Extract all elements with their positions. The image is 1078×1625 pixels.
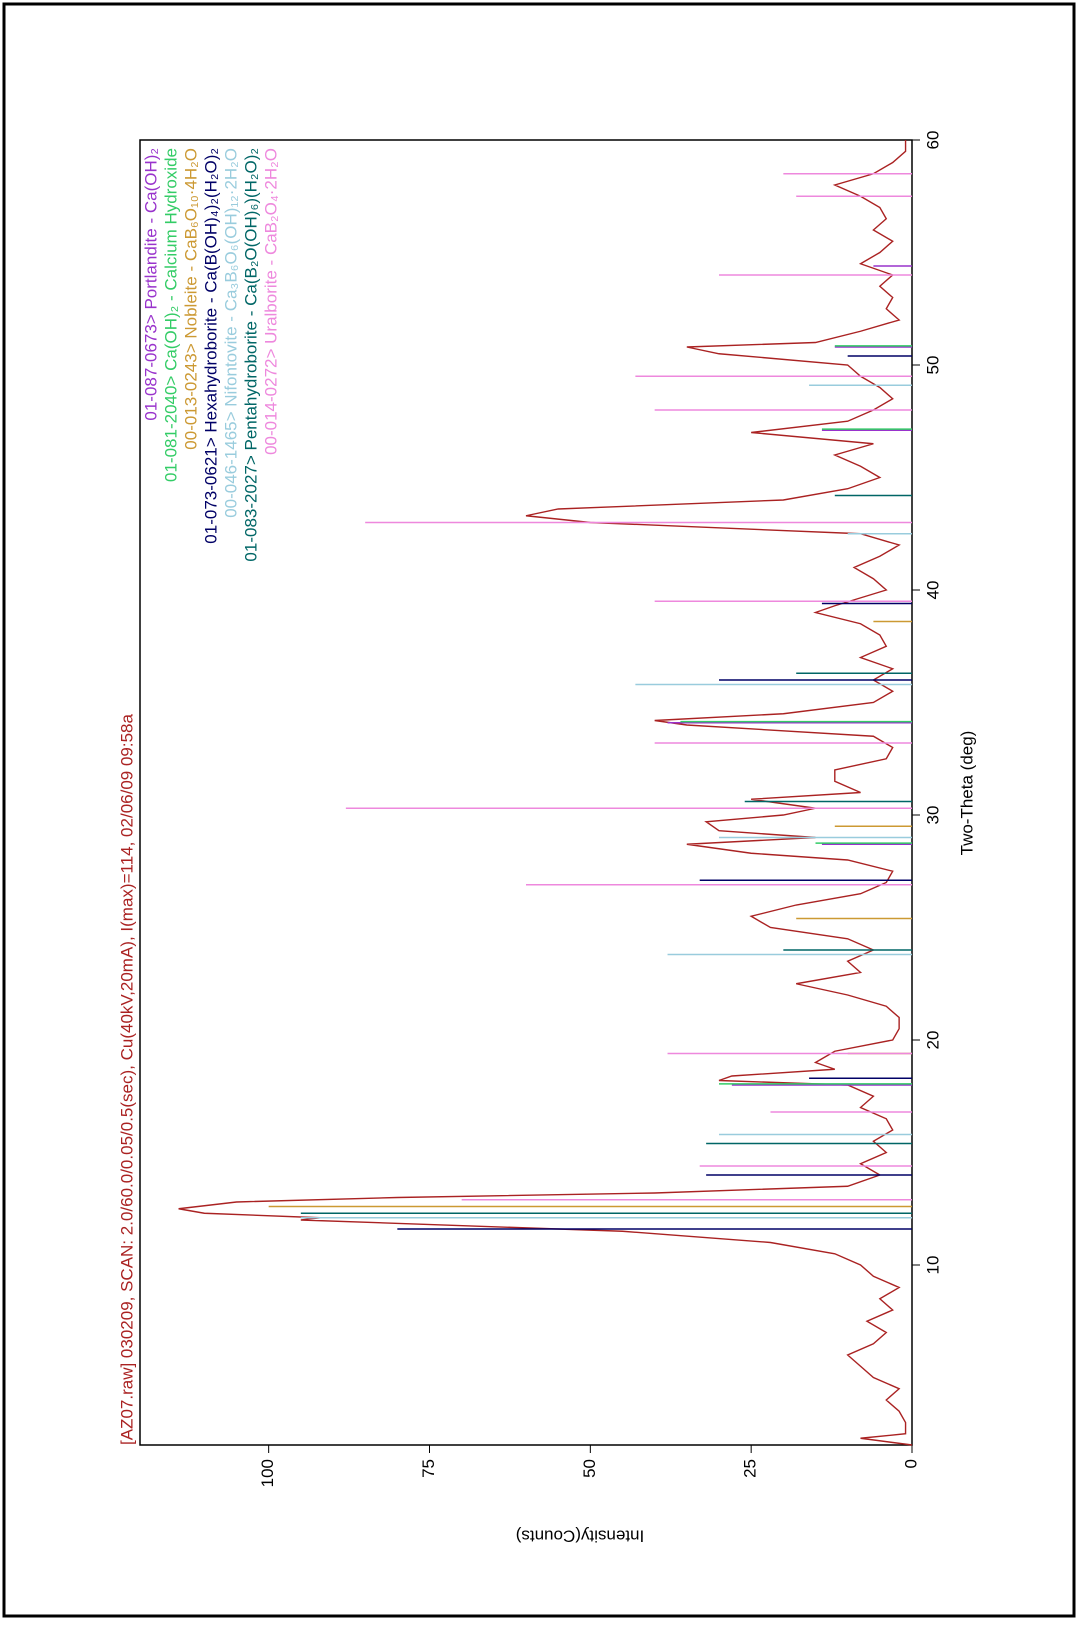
y-tick-label: 25: [741, 1459, 760, 1478]
x-tick-label: 60: [923, 131, 942, 150]
x-tick-label: 20: [923, 1031, 942, 1050]
y-tick-label: 75: [419, 1459, 438, 1478]
rotated-chart: [AZ07.raw] 030209, SCAN: 2.0/60.0/0.05/0…: [117, 131, 976, 1546]
legend-entry: 00-013-0243> Nobleite - CaB₆O₁₀·4H₂O: [181, 148, 200, 450]
x-tick-label: 10: [923, 1256, 942, 1275]
plot-frame: [139, 139, 913, 1446]
x-tick-label: 50: [923, 356, 942, 375]
y-tick-label: 50: [580, 1459, 599, 1478]
legend-entry: 00-046-1465> Nifontovite - Ca₃B₆O₆(OH)₁₂…: [221, 148, 240, 518]
legend-entry: 01-081-2040> Ca(OH)₂ - Calcium Hydroxide: [161, 148, 180, 482]
y-tick-label: 100: [258, 1459, 277, 1487]
legend-entry: 01-087-0673> Portlandite - Ca(OH)₂: [141, 148, 160, 421]
x-tick-label: 40: [923, 581, 942, 600]
legend-entry: 01-083-2027> Pentahydroborite - Ca(B₂O(O…: [241, 148, 260, 562]
x-tick-label: 30: [923, 806, 942, 825]
pattern-line: [178, 140, 913, 1446]
legend-entry: 00-014-0272> Uralborite - CaB₂O₄·2H₂O: [261, 148, 280, 455]
y-axis-label: Intensity(Counts): [516, 1527, 645, 1546]
chart-title: [AZ07.raw] 030209, SCAN: 2.0/60.0/0.05/0…: [117, 714, 136, 1445]
y-tick-label: 0: [901, 1459, 920, 1468]
x-axis-label: Two-Theta (deg): [957, 731, 976, 856]
legend-entry: 01-073-0621> Hexahydroborite - Ca(B(OH)₄…: [201, 148, 220, 544]
